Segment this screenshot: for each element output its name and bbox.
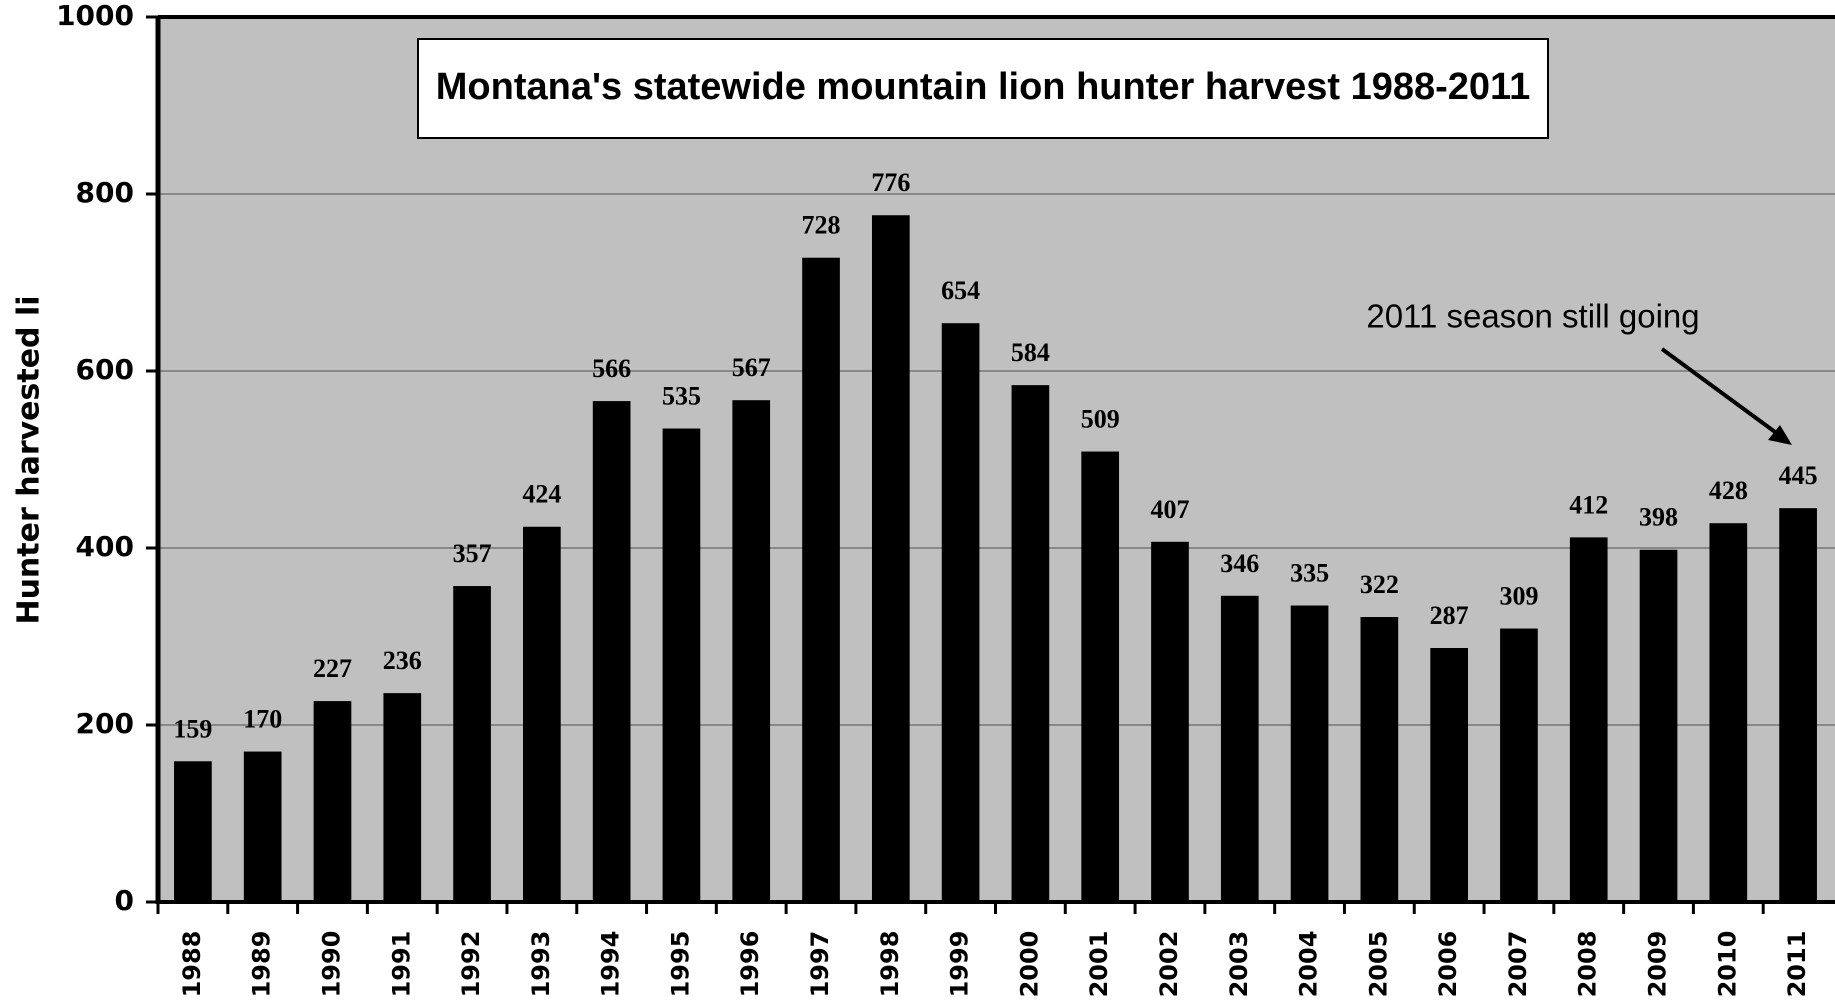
data-label: 357 bbox=[453, 539, 492, 568]
data-label: 509 bbox=[1081, 405, 1120, 434]
data-label: 566 bbox=[592, 354, 631, 383]
data-label: 309 bbox=[1499, 582, 1538, 611]
bar bbox=[1011, 385, 1050, 902]
data-label: 428 bbox=[1709, 476, 1748, 505]
x-tick-label: 2000 bbox=[1015, 931, 1043, 998]
data-label: 412 bbox=[1569, 490, 1608, 519]
data-label: 398 bbox=[1639, 503, 1678, 532]
data-label: 322 bbox=[1360, 570, 1399, 599]
data-label: 335 bbox=[1290, 558, 1329, 587]
y-tick-label: 600 bbox=[76, 353, 134, 386]
bar bbox=[1639, 549, 1678, 902]
x-tick-label: 1998 bbox=[876, 931, 904, 998]
data-label: 654 bbox=[941, 276, 980, 305]
annotation: 2011 season still going bbox=[1366, 298, 1699, 335]
chart-title: Montana's statewide mountain lion hunter… bbox=[436, 66, 1530, 108]
x-tick-label: 1993 bbox=[527, 931, 555, 998]
bar bbox=[1290, 605, 1329, 902]
bar bbox=[941, 323, 980, 903]
bar bbox=[453, 586, 491, 902]
arrow-head bbox=[1768, 425, 1792, 445]
bar bbox=[662, 428, 701, 902]
bar bbox=[383, 693, 422, 902]
x-tick-label: 2010 bbox=[1713, 931, 1741, 998]
data-label: 424 bbox=[522, 480, 561, 509]
y-axis-label: Hunter harvested li bbox=[12, 295, 47, 624]
x-tick-label: 2001 bbox=[1085, 931, 1113, 998]
x-tick-label: 2007 bbox=[1504, 931, 1532, 998]
x-tick-label: 2003 bbox=[1225, 931, 1253, 998]
data-label: 567 bbox=[732, 353, 771, 382]
data-label: 159 bbox=[173, 714, 212, 743]
data-label: 445 bbox=[1779, 461, 1818, 490]
bar bbox=[1779, 508, 1817, 902]
x-tick-label: 1990 bbox=[317, 931, 345, 998]
bar bbox=[243, 751, 282, 902]
x-tick-label: 1992 bbox=[457, 931, 485, 998]
x-tick-label: 1989 bbox=[248, 931, 276, 998]
annotation-arrow bbox=[1660, 347, 1788, 442]
x-tick-label: 1995 bbox=[666, 931, 694, 998]
bar bbox=[523, 526, 561, 902]
data-label: 407 bbox=[1150, 495, 1189, 524]
x-tick-label: 2008 bbox=[1574, 931, 1602, 998]
bar bbox=[871, 215, 910, 903]
data-label: 227 bbox=[313, 654, 352, 683]
bar bbox=[1081, 451, 1120, 902]
x-tick-label: 2005 bbox=[1364, 931, 1392, 998]
bar bbox=[174, 761, 212, 902]
data-label: 287 bbox=[1430, 601, 1469, 630]
title-box bbox=[417, 38, 1549, 139]
bar bbox=[802, 257, 840, 903]
bar bbox=[732, 400, 771, 902]
bar bbox=[313, 701, 352, 902]
data-label: 728 bbox=[802, 211, 841, 240]
bar bbox=[1709, 523, 1748, 902]
x-tick-label: 1991 bbox=[387, 931, 415, 998]
x-tick-label: 2009 bbox=[1644, 931, 1672, 998]
bar bbox=[1151, 541, 1189, 902]
bar bbox=[1360, 617, 1399, 902]
y-tick-label: 400 bbox=[76, 530, 134, 563]
plot-area bbox=[158, 17, 1835, 902]
x-tick-label: 2004 bbox=[1295, 931, 1323, 998]
x-tick-label: 1999 bbox=[946, 931, 974, 998]
x-tick-label: 1996 bbox=[736, 931, 764, 998]
x-tick-label: 2006 bbox=[1434, 931, 1462, 998]
x-tick-label: 2011 bbox=[1783, 931, 1811, 998]
data-label: 236 bbox=[383, 646, 422, 675]
data-label: 170 bbox=[243, 705, 282, 734]
y-tick-label: 0 bbox=[115, 884, 134, 917]
bar bbox=[1430, 648, 1468, 902]
data-label: 584 bbox=[1011, 338, 1050, 367]
y-tick-label: 200 bbox=[76, 707, 134, 740]
x-tick-label: 1988 bbox=[178, 931, 206, 998]
x-tick-label: 1997 bbox=[806, 931, 834, 998]
x-tick-label: 1994 bbox=[597, 931, 625, 998]
y-tick-label: 1000 bbox=[56, 0, 134, 32]
x-tick-label: 2002 bbox=[1155, 931, 1183, 998]
data-label: 346 bbox=[1220, 549, 1259, 578]
y-tick-label: 800 bbox=[76, 176, 134, 209]
data-label: 776 bbox=[871, 168, 910, 197]
bar bbox=[1569, 537, 1608, 902]
bar bbox=[1220, 595, 1259, 902]
bar bbox=[592, 401, 631, 902]
bar bbox=[1500, 628, 1538, 902]
data-label: 535 bbox=[662, 381, 701, 410]
